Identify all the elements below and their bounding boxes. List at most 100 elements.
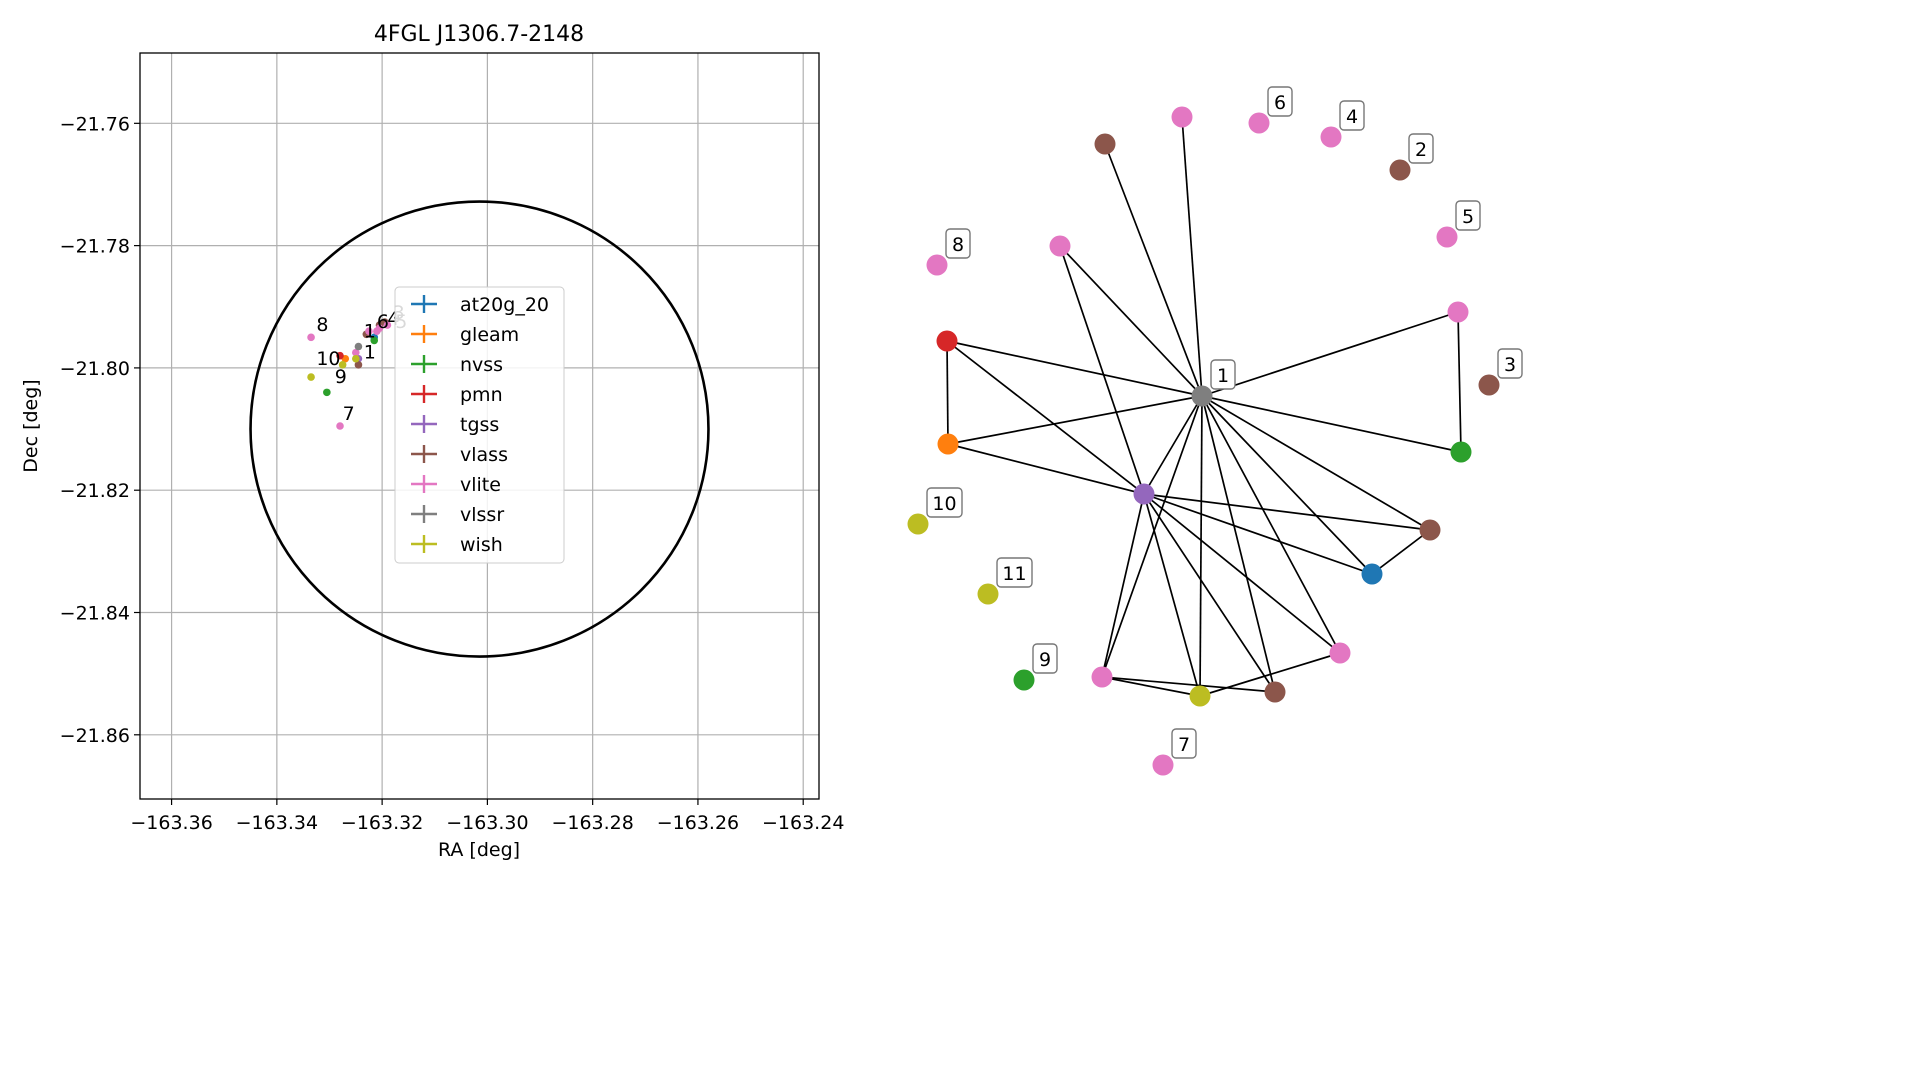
graph-node (1191, 385, 1213, 407)
graph-edge (1143, 493, 1201, 697)
point-annotation: 1 (364, 320, 376, 342)
graph-edge (1143, 493, 1373, 575)
graph-node (1248, 112, 1270, 134)
graph-node (1478, 374, 1500, 396)
graph-node-labels: 1 6 4 2 5 3 8 10 11 9 7 (926, 86, 1523, 759)
legend-box (394, 286, 565, 564)
graph-edge (1143, 493, 1431, 531)
graph-edge (1104, 143, 1203, 397)
data-point-vlite (383, 321, 392, 329)
grid-lines (140, 53, 819, 799)
graph-node (1419, 519, 1441, 541)
graph-node (1189, 685, 1211, 707)
y-tick-label: −21.80 (60, 358, 130, 380)
data-point-pmn (336, 351, 344, 360)
graph-node (977, 583, 999, 605)
graph-node-label: 8 (945, 228, 971, 259)
y-tick-label: −21.86 (60, 725, 130, 747)
graph-edge (946, 340, 949, 445)
data-point-nvss (323, 388, 331, 397)
graph-node (1152, 754, 1174, 776)
graph-node (1091, 666, 1113, 688)
point-annotation: 8 (316, 314, 328, 336)
graph-node (1436, 226, 1458, 248)
y-tick-label: −21.82 (60, 480, 130, 502)
x-tick-label: −163.36 (130, 812, 212, 834)
graph-edge (1181, 116, 1203, 397)
data-point-wish (352, 354, 360, 363)
data-points (307, 318, 392, 430)
legend-label: tgss (460, 414, 499, 436)
scatter-plot-panel: 4FGL J1306.7-2148 81097164513 −163.36−16… (20, 22, 844, 861)
svg-text:8: 8 (952, 234, 964, 256)
graph-edge (1059, 245, 1203, 397)
x-axis-ticks: −163.36 −163.34 −163.32 −163.30 −163.28 −163.… (130, 799, 844, 834)
data-point-vlite (373, 327, 381, 336)
data-point-vlite (336, 422, 344, 430)
network-graph-panel: 1 6 4 2 5 3 8 10 11 9 7 (907, 86, 1523, 776)
graph-node (1320, 126, 1342, 148)
graph-node-label: 3 (1497, 348, 1523, 379)
graph-node (1171, 106, 1193, 128)
localization-ellipse (249, 200, 710, 658)
x-tick-label: −163.26 (657, 812, 739, 834)
graph-edge (1457, 311, 1462, 453)
graph-node (907, 513, 929, 535)
legend-entry-nvss: nvss (411, 354, 503, 376)
data-point-vlssr (354, 342, 363, 351)
y-tick-label: −21.76 (60, 113, 130, 135)
graph-edge (946, 340, 1203, 397)
graph-edge (1201, 395, 1462, 453)
x-tick-label: −163.34 (236, 812, 318, 834)
legend-label: wish (460, 534, 503, 556)
point-annotation: 9 (335, 366, 347, 388)
svg-text:5: 5 (1462, 206, 1474, 228)
graph-edge (1201, 311, 1459, 397)
legend-entry-pmn: pmn (411, 384, 503, 406)
legend-entry-wish: wish (411, 534, 503, 556)
graph-node-label: 9 (1032, 643, 1058, 674)
graph-edge (1201, 395, 1431, 531)
graph-node (1133, 483, 1155, 505)
data-point-vlite (352, 348, 360, 357)
legend-entry-vlass: vlass (411, 444, 508, 466)
x-tick-label: −163.32 (341, 812, 423, 834)
plot-frame (139, 52, 820, 800)
legend-entry-tgss: tgss (411, 414, 499, 436)
legend-entry-vlssr: vlssr (411, 504, 504, 526)
graph-node (1013, 669, 1035, 691)
localization-circle (249, 200, 710, 658)
graph-edge (1059, 245, 1145, 495)
graph-edge (1101, 395, 1203, 678)
graph-edge (1201, 395, 1276, 693)
data-point-wish (307, 373, 315, 381)
y-tick-label: −21.84 (60, 603, 130, 625)
graph-node-label: 4 (1339, 100, 1365, 131)
point-annotation: 10 (316, 348, 340, 370)
graph-node (936, 330, 958, 352)
graph-edge (1371, 529, 1431, 575)
graph-edges (946, 116, 1462, 697)
graph-edge (947, 443, 1145, 495)
legend-entry-vlite: vlite (411, 474, 501, 496)
graph-edge (1101, 493, 1145, 678)
graph-edge (1199, 652, 1341, 697)
x-tick-label: −163.30 (446, 812, 528, 834)
y-axis-ticks: −21.76 −21.78 −21.80 −21.82 −21.84 −21.86 (60, 113, 140, 747)
legend-label: gleam (460, 324, 519, 346)
y-axis-label: Dec [deg] (20, 379, 42, 472)
graph-node (1329, 642, 1351, 664)
svg-text:6: 6 (1274, 92, 1286, 114)
graph-node (1447, 301, 1469, 323)
x-axis-label: RA [deg] (438, 839, 520, 861)
graph-edge (1201, 395, 1373, 575)
graph-edge (1201, 395, 1341, 654)
svg-text:3: 3 (1504, 354, 1516, 376)
svg-text:4: 4 (1346, 106, 1358, 128)
graph-node-label: 5 (1455, 200, 1481, 231)
plot-title: 4FGL J1306.7-2148 (374, 22, 584, 47)
legend-label: nvss (460, 354, 503, 376)
graph-nodes (907, 106, 1500, 776)
